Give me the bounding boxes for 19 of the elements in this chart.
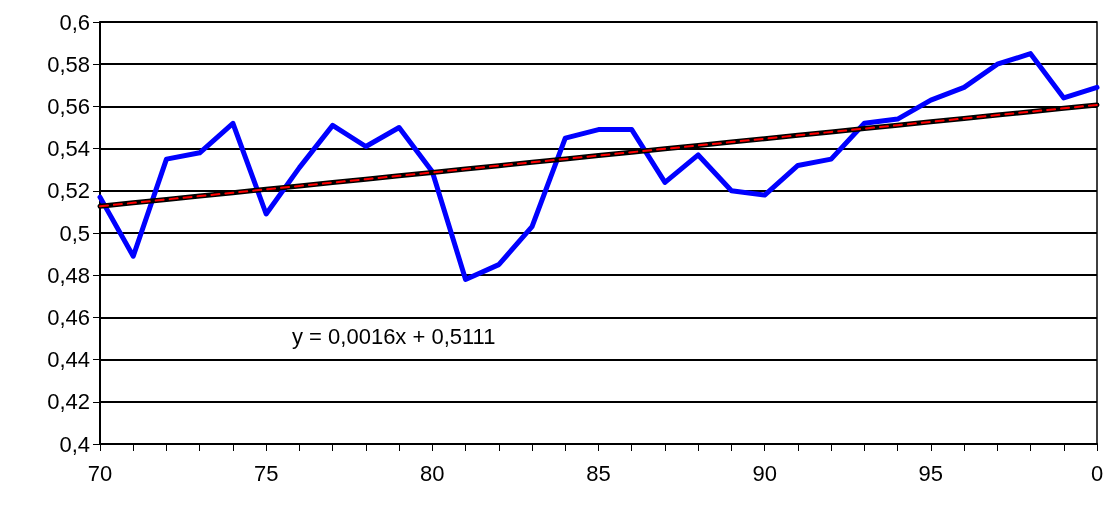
y-tick-label: 0,52 [47,178,90,204]
y-tick-label: 0,6 [59,9,90,35]
y-tick-label: 0,48 [47,262,90,288]
y-tick-label: 0,5 [59,220,90,246]
x-tick-label: 90 [752,460,777,486]
y-tick-label: 0,56 [47,93,90,119]
x-tick-label: 95 [918,460,944,486]
annotation: y = 0,0016x + 0,5111 [292,323,496,349]
x-tick-label: 80 [420,460,445,486]
y-tick-label: 0,54 [47,136,90,162]
x-tick-label: 0 [1090,460,1104,486]
y-tick-label: 0,4 [59,431,90,457]
x-tick-label: 70 [87,460,113,486]
y-tick-label: 0,58 [47,51,90,77]
y-tick-label: 0,46 [47,304,90,330]
y-tick-label: 0,42 [47,389,90,415]
x-tick-label: 75 [253,460,279,486]
y-tick-label: 0,44 [47,347,90,373]
x-tick-label: 85 [586,460,611,486]
